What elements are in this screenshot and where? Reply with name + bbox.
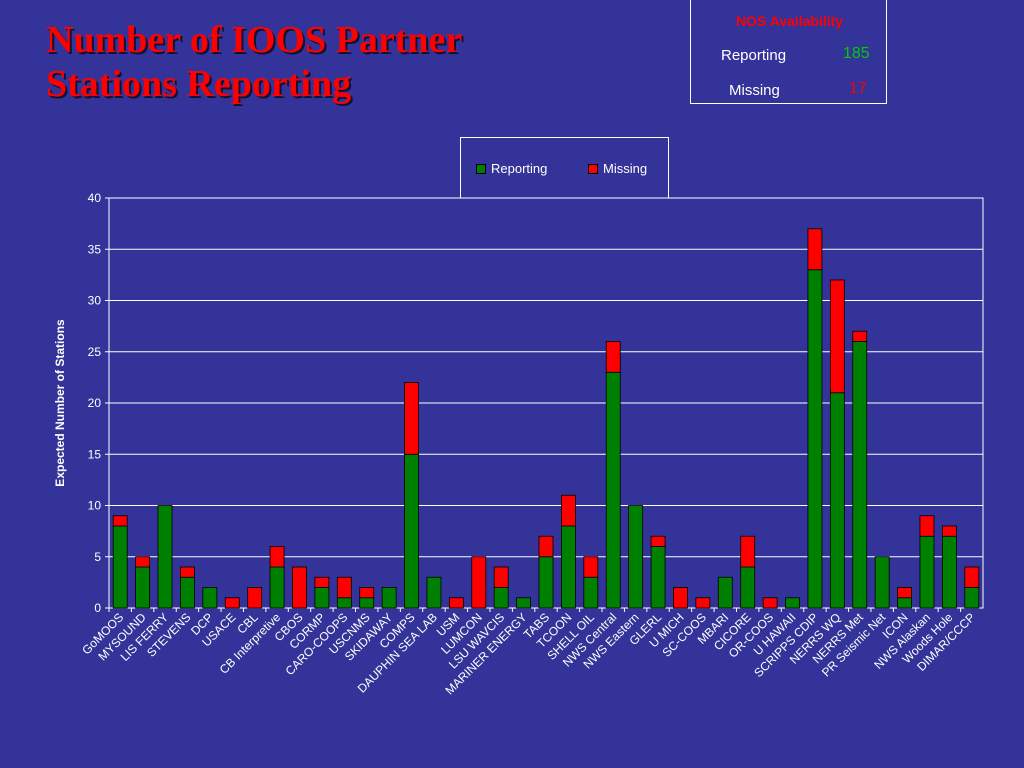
bar-reporting-20 xyxy=(561,525,576,609)
bar-reporting-38 xyxy=(964,587,980,609)
bar-missing-33 xyxy=(852,330,868,342)
bar-missing-17 xyxy=(493,566,509,588)
bar-reporting-2 xyxy=(157,505,173,609)
bar-missing-7 xyxy=(269,546,285,568)
y-tick-label: 0 xyxy=(94,601,101,615)
bar-reporting-9 xyxy=(314,587,330,609)
bar-missing-21 xyxy=(583,556,599,578)
bar-reporting-32 xyxy=(829,392,845,609)
availability-heading: NOS Availability xyxy=(735,13,844,29)
bar-missing-31 xyxy=(807,228,823,271)
title-line-1: Number of IOOS Partner xyxy=(46,19,463,61)
bar-missing-15 xyxy=(448,597,464,609)
bar-missing-13 xyxy=(404,382,419,455)
legend-swatch-missing xyxy=(588,163,598,174)
bar-reporting-33 xyxy=(852,341,868,609)
bar-missing-29 xyxy=(762,597,778,609)
page-title: Number of IOOS Partner Stations Reportin… xyxy=(46,18,462,106)
y-tick-label: 40 xyxy=(88,191,102,205)
bar-missing-8 xyxy=(292,566,307,609)
legend-item-missing: Missing xyxy=(588,161,647,176)
bar-reporting-11 xyxy=(359,597,375,609)
bar-reporting-24 xyxy=(650,546,666,609)
y-tick-label: 30 xyxy=(88,294,102,308)
bar-missing-19 xyxy=(538,535,554,558)
bar-reporting-18 xyxy=(516,597,531,609)
bar-missing-0 xyxy=(112,515,128,527)
bar-reporting-4 xyxy=(202,587,218,609)
bar-missing-36 xyxy=(919,515,935,537)
bar-missing-22 xyxy=(605,341,621,373)
bar-reporting-13 xyxy=(404,453,419,609)
bar-missing-5 xyxy=(224,597,240,609)
bar-missing-11 xyxy=(359,587,375,599)
bar-missing-3 xyxy=(180,566,195,578)
bar-reporting-28 xyxy=(740,566,756,609)
title-line-2: Stations Reporting xyxy=(46,63,352,105)
legend-swatch-reporting xyxy=(476,163,486,174)
bar-missing-24 xyxy=(650,535,666,547)
reporting-value: 185 xyxy=(843,45,870,62)
availability-box: NOS Availability Reporting 185 Missing 1… xyxy=(690,0,887,104)
bar-missing-6 xyxy=(247,587,263,609)
y-tick-label: 5 xyxy=(94,550,101,564)
y-tick-label: 20 xyxy=(88,396,102,410)
bar-missing-1 xyxy=(135,556,151,568)
bar-reporting-22 xyxy=(605,371,621,609)
bar-missing-16 xyxy=(471,556,487,609)
y-axis-label: Expected Number of Stations xyxy=(53,319,67,487)
bar-reporting-23 xyxy=(628,505,644,609)
bar-missing-26 xyxy=(695,597,711,609)
bar-reporting-0 xyxy=(112,525,128,609)
bar-reporting-7 xyxy=(269,566,285,609)
bar-missing-25 xyxy=(673,587,688,609)
missing-value: 17 xyxy=(849,80,867,97)
chart-legend: Reporting Missing xyxy=(460,137,669,199)
reporting-label: Reporting xyxy=(721,47,787,64)
missing-label: Missing xyxy=(729,82,780,99)
bar-reporting-35 xyxy=(897,597,912,609)
bar-missing-37 xyxy=(941,525,957,537)
bar-missing-20 xyxy=(561,494,576,527)
legend-label-missing: Missing xyxy=(603,161,648,176)
bar-reporting-3 xyxy=(180,576,195,609)
bar-reporting-21 xyxy=(583,576,599,609)
bar-reporting-31 xyxy=(807,269,823,609)
bar-reporting-12 xyxy=(381,587,397,609)
y-tick-label: 15 xyxy=(88,447,102,461)
y-tick-label: 10 xyxy=(88,499,102,513)
bar-missing-10 xyxy=(336,576,352,599)
bar-reporting-10 xyxy=(336,597,352,609)
bar-reporting-36 xyxy=(919,535,935,609)
bar-reporting-27 xyxy=(717,576,733,609)
bar-reporting-34 xyxy=(874,556,890,609)
bar-reporting-14 xyxy=(426,576,442,609)
bar-missing-32 xyxy=(829,279,845,394)
bar-reporting-17 xyxy=(493,587,509,609)
y-tick-label: 25 xyxy=(88,345,102,359)
bar-missing-9 xyxy=(314,576,330,588)
bar-missing-38 xyxy=(964,566,980,588)
legend-label-reporting: Reporting xyxy=(491,161,548,176)
bar-missing-35 xyxy=(897,587,912,599)
y-tick-label: 35 xyxy=(88,242,102,256)
bar-reporting-37 xyxy=(941,535,957,609)
legend-item-reporting: Reporting xyxy=(476,161,547,176)
bar-missing-28 xyxy=(740,535,756,568)
bar-reporting-1 xyxy=(135,566,151,609)
bar-reporting-19 xyxy=(538,556,554,609)
bar-reporting-30 xyxy=(785,597,800,609)
